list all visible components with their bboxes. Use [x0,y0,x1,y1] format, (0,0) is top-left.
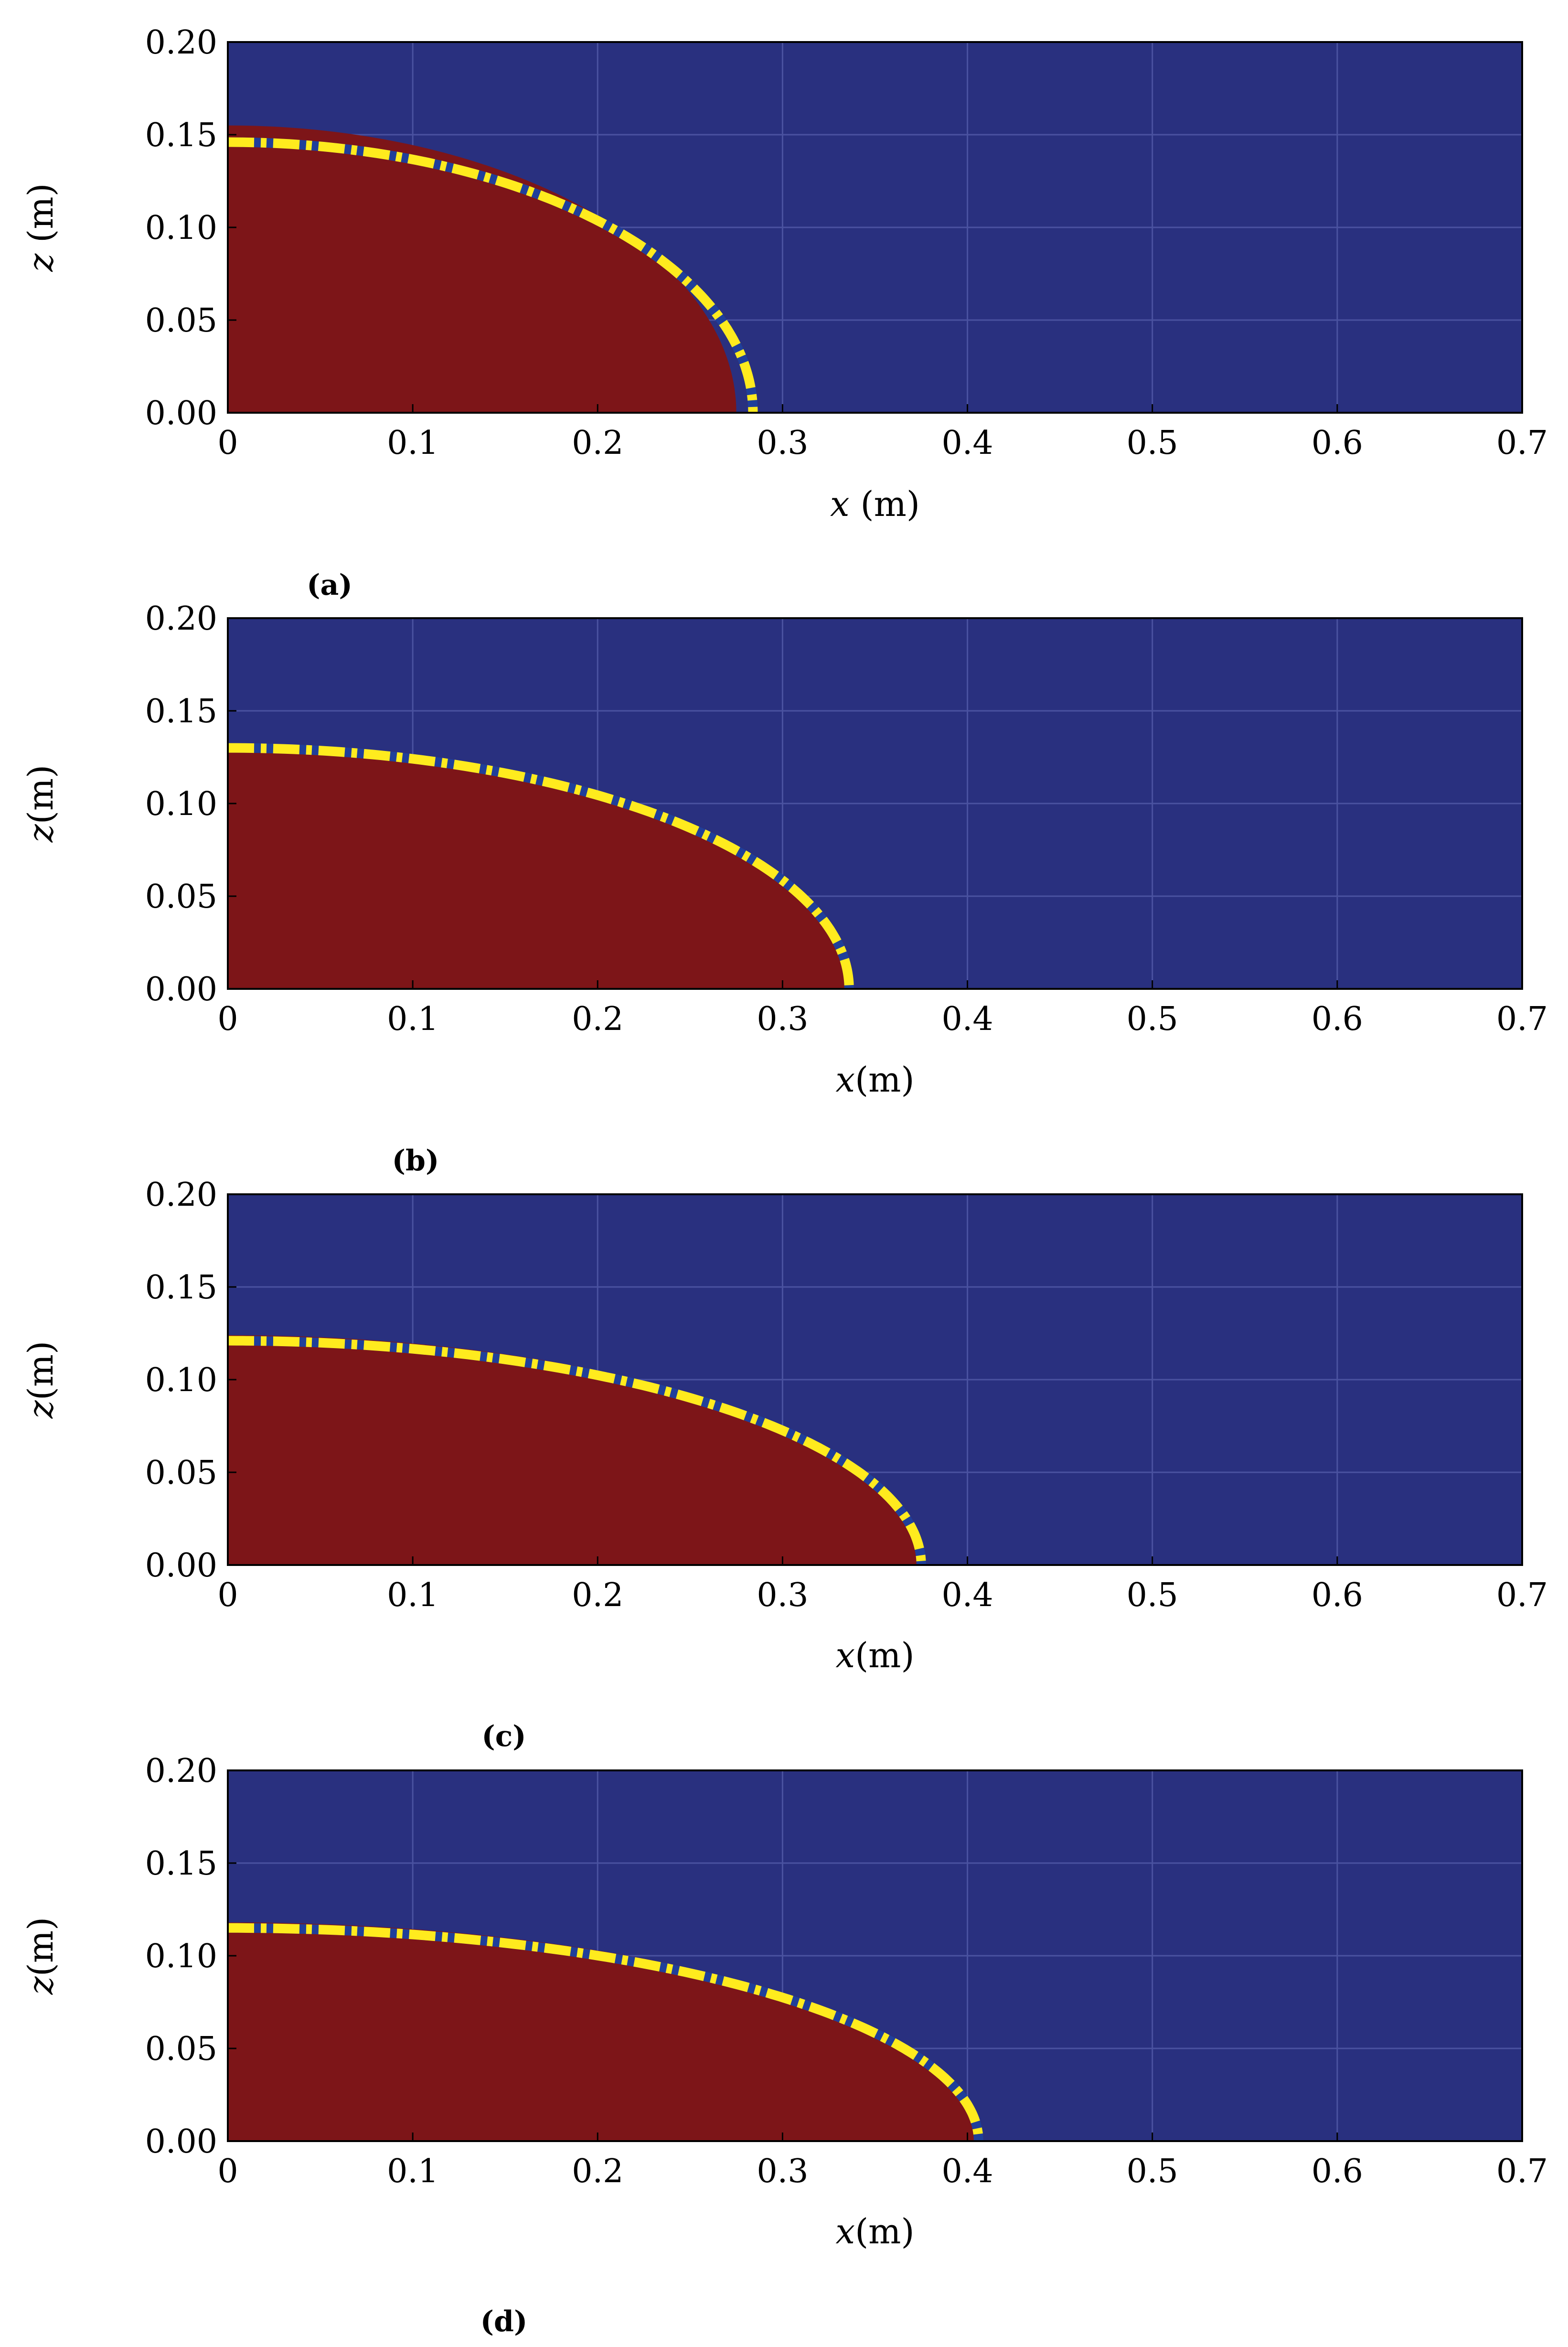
chart-panel-2: 0 0.1 0.2 0.3 0.4 0.5 0.6 0.7 0.00 0.05 0.10 0.15 0.… [21,600,1548,1178]
x-tick-label: 0.2 [572,424,623,462]
panel-caption: (d) [480,2305,528,2338]
y-axis-label: z(m) [21,1917,61,1995]
y-tick-label: 0.00 [145,971,217,1008]
y-tick-label: 0.15 [145,1269,217,1307]
y-tick-label: 0.10 [145,785,217,823]
y-tick-label: 0.20 [145,24,217,62]
x-tick-label: 0.5 [1127,2153,1178,2190]
x-tick-label: 0 [217,1000,238,1038]
x-tick-label: 0.5 [1127,1000,1178,1038]
x-tick-label: 0.6 [1312,1576,1363,1614]
x-tick-label: 0.3 [757,2153,808,2190]
x-axis-unit: (m) [850,484,920,524]
x-tick-label: 0.6 [1312,424,1363,462]
y-axis-variable: z [21,1976,61,1995]
y-axis-unit: (m) [21,765,61,824]
chart-panel-1: 0 0.1 0.2 0.3 0.4 0.5 0.6 0.7 0.00 0.05 0.10 0.15 0.… [21,24,1548,602]
x-tick-label: 0.4 [941,424,993,462]
y-tick-label: 0.20 [145,1176,217,1214]
y-axis-variable: z [21,1400,61,1419]
x-tick-label: 0.5 [1127,424,1178,462]
x-axis-unit: (m) [855,1635,914,1675]
x-axis-unit: (m) [855,2211,914,2251]
y-tick-label: 0.00 [145,1547,217,1585]
y-axis-variable: z [21,824,61,843]
droplet-phase-region [228,1922,982,2141]
y-tick-label: 0.15 [145,117,217,154]
x-axis-variable: x [830,484,850,524]
x-tick-label: 0.5 [1127,1576,1178,1614]
x-tick-label: 0.2 [572,1576,623,1614]
x-tick-label: 0.2 [572,2153,623,2190]
x-axis-label: x(m) [835,2211,914,2251]
x-tick-label: 0 [217,424,238,462]
y-axis-label: z(m) [21,1341,61,1419]
y-tick-label: 0.05 [145,2030,217,2068]
x-tick-label: 0 [217,1576,238,1614]
x-axis-label: x(m) [835,1635,914,1675]
y-tick-label: 0.20 [145,600,217,638]
y-tick-label: 0.00 [145,395,217,432]
x-tick-label: 0.7 [1496,1000,1548,1038]
x-axis-label: x(m) [835,1060,914,1100]
y-axis-unit: (m) [21,1341,61,1400]
contour-curve [227,1336,926,1565]
x-tick-label: 0.1 [387,1000,438,1038]
y-tick-label: 0.10 [145,209,217,247]
droplet-phase-region [228,125,736,413]
droplet-phase-region [228,746,846,989]
y-axis-variable: z [21,253,61,272]
droplet-phase-region [228,1335,923,1565]
panel-caption: (c) [481,1720,526,1753]
x-tick-label: 0.4 [941,2153,993,2190]
x-tick-label: 0 [217,2153,238,2190]
y-tick-label: 0.05 [145,878,217,916]
chart-panel-4: 0 0.1 0.2 0.3 0.4 0.5 0.6 0.7 0.00 0.05 0.10 0.15 0.… [21,1752,1548,2338]
contour-curve [228,1923,983,2142]
y-tick-label: 0.00 [145,2123,217,2161]
y-tick-label: 0.15 [145,693,217,730]
x-tick-label: 0.2 [572,1000,623,1038]
x-tick-label: 0.6 [1312,1000,1363,1038]
x-axis-variable: x [835,1060,855,1100]
x-axis-variable: x [835,2211,855,2251]
y-axis-unit: (m) [21,1917,61,1976]
x-tick-label: 0.7 [1496,2153,1548,2190]
x-axis-unit: (m) [855,1060,914,1100]
x-tick-label: 0.7 [1496,424,1548,462]
y-axis-label: z (m) [21,183,61,272]
y-tick-label: 0.10 [145,1938,217,1975]
contour-curve [228,743,854,989]
x-tick-label: 0.4 [941,1576,993,1614]
panel-caption: (b) [392,1144,439,1178]
x-tick-label: 0.1 [387,1576,438,1614]
panel-caption: (a) [307,568,352,602]
x-tick-label: 0.3 [757,1576,808,1614]
x-tick-label: 0.6 [1312,2153,1363,2190]
x-tick-label: 0.7 [1496,1576,1548,1614]
x-tick-label: 0.1 [387,2153,438,2190]
y-tick-label: 0.15 [145,1845,217,1883]
y-tick-label: 0.05 [145,302,217,340]
chart-panel-3: 0 0.1 0.2 0.3 0.4 0.5 0.6 0.7 0.00 0.05 0.10 0.15 0.… [21,1176,1548,1753]
y-tick-label: 0.20 [145,1752,217,1790]
x-tick-label: 0.1 [387,424,438,462]
y-tick-label: 0.10 [145,1361,217,1399]
y-axis-unit: (m) [21,183,61,253]
y-tick-label: 0.05 [145,1454,217,1492]
x-axis-variable: x [835,1635,855,1675]
x-axis-label: x (m) [830,484,920,524]
x-tick-label: 0.3 [757,424,808,462]
x-tick-label: 0.3 [757,1000,808,1038]
contour-curve [227,137,758,413]
x-tick-label: 0.4 [941,1000,993,1038]
y-axis-label: z(m) [21,765,61,843]
